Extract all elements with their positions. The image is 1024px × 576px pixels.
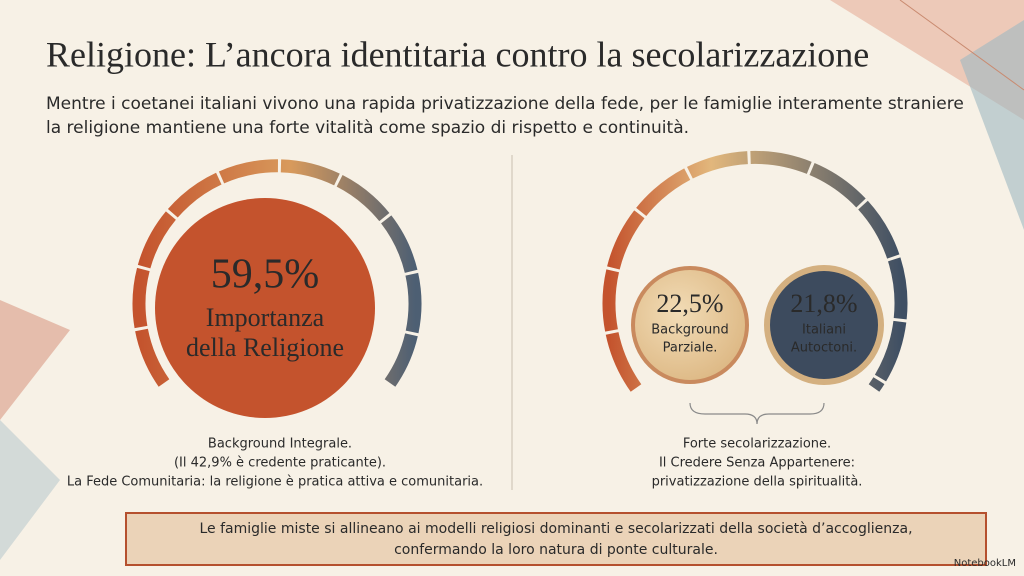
circle-label: Autoctoni. xyxy=(791,341,857,356)
circle xyxy=(631,266,749,384)
circle xyxy=(764,265,884,385)
gauge xyxy=(132,159,422,387)
main-label: Importanza xyxy=(206,303,325,332)
main-label: della Religione xyxy=(186,333,344,362)
decor xyxy=(0,420,60,560)
brace xyxy=(689,402,825,425)
subtitle: Mentre i coetanei italiani vivono una ra… xyxy=(46,94,964,114)
circle-value: 21,8% xyxy=(790,289,857,318)
circle-label: Parziale. xyxy=(663,341,718,356)
main-value: 59,5% xyxy=(211,252,320,298)
subtitle: la religione mantiene una forte vitalità… xyxy=(46,118,689,138)
decor xyxy=(0,300,70,420)
main-circle xyxy=(155,198,375,418)
decor xyxy=(960,20,1024,230)
caption: Il Credere Senza Appartenere: xyxy=(659,456,855,471)
circle-label: Italiani xyxy=(802,323,846,338)
title: Religione: L’ancora identitaria contro l… xyxy=(46,34,869,74)
caption: Background Integrale. xyxy=(208,437,352,452)
footer-text: Le famiglie miste si allineano ai modell… xyxy=(199,521,912,537)
gauge xyxy=(602,150,908,392)
caption: La Fede Comunitaria: la religione è prat… xyxy=(67,475,483,490)
decor xyxy=(899,0,1024,91)
caption: privatizzazione della spiritualità. xyxy=(652,475,863,490)
brand: NotebookLM xyxy=(954,558,1016,569)
caption: Forte secolarizzazione. xyxy=(683,437,831,452)
circle-label: Background xyxy=(651,323,729,338)
circle-value: 22,5% xyxy=(656,289,723,318)
footer-text: confermando la loro natura di ponte cult… xyxy=(394,542,718,558)
caption: (Il 42,9% è credente praticante). xyxy=(174,456,386,471)
footer-box xyxy=(125,512,987,566)
